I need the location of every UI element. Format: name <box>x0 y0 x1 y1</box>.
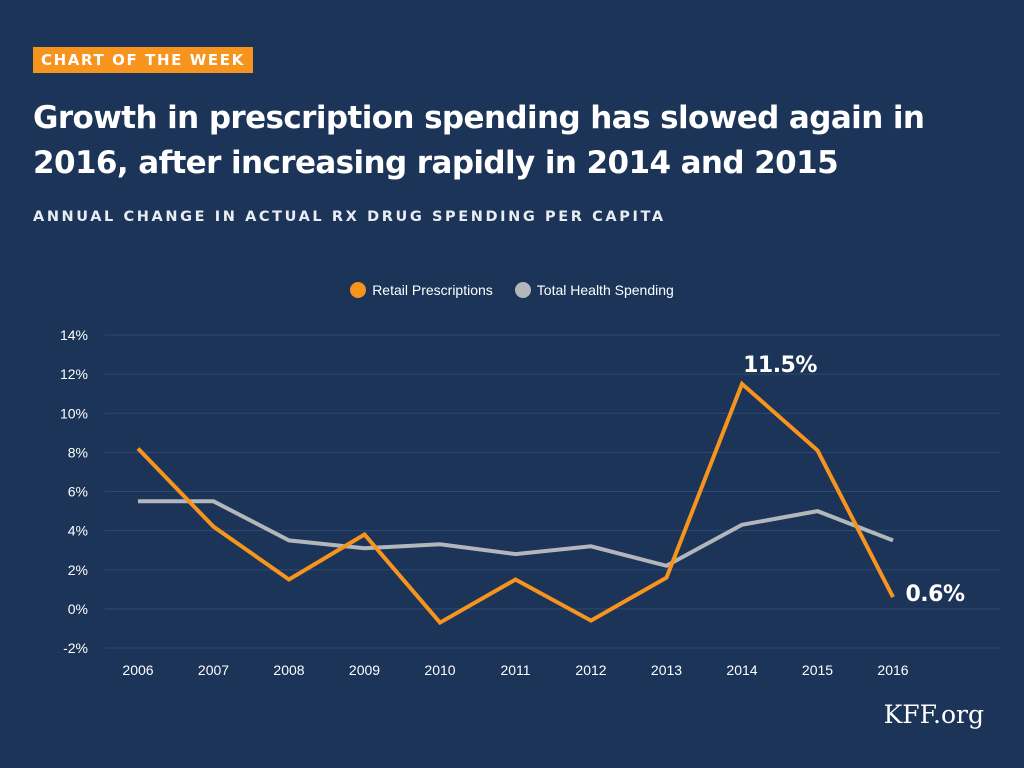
x-tick-label: 2014 <box>726 662 757 678</box>
x-tick-label: 2012 <box>575 662 606 678</box>
legend-label-total: Total Health Spending <box>536 282 674 298</box>
x-tick-label: 2016 <box>877 662 908 678</box>
y-tick-label: 0% <box>68 601 88 617</box>
y-tick-label: 4% <box>68 523 88 539</box>
series-line-retail-prescriptions <box>136 380 895 626</box>
chart-title: Growth in prescription spending has slow… <box>33 100 925 181</box>
chart-subtitle: ANNUAL CHANGE IN ACTUAL RX DRUG SPENDING… <box>33 209 666 225</box>
y-tick-label: 12% <box>60 366 88 382</box>
x-tick-label: 2011 <box>500 662 530 678</box>
x-tick-label: 2013 <box>651 662 682 678</box>
chart-legend: Retail Prescriptions Total Health Spendi… <box>0 282 1024 298</box>
legend-swatch-retail <box>350 282 367 298</box>
y-tick-label: 2% <box>68 562 88 578</box>
y-tick-label: -2% <box>63 640 88 656</box>
kff-logo-text: KFF.org <box>883 700 984 729</box>
x-tick-label: 2015 <box>802 662 833 678</box>
y-tick-label: 8% <box>68 444 88 460</box>
data-label: 0.6% <box>905 582 964 607</box>
x-tick-label: 2008 <box>273 662 304 678</box>
y-tick-label: 10% <box>60 405 88 421</box>
chart-of-the-week-badge: CHART OF THE WEEK <box>33 47 253 73</box>
legend-item-total: Total Health Spending <box>514 282 674 298</box>
data-label: 11.5% <box>743 353 817 378</box>
legend-item-retail: Retail Prescriptions <box>350 282 493 298</box>
legend-label-retail: Retail Prescriptions <box>372 282 493 298</box>
y-tick-label: 14% <box>60 327 88 343</box>
x-tick-label: 2006 <box>122 662 153 678</box>
x-tick-label: 2010 <box>424 662 455 678</box>
y-tick-label: 6% <box>68 484 88 500</box>
legend-swatch-total <box>514 282 531 298</box>
x-tick-label: 2009 <box>349 662 380 678</box>
x-tick-label: 2007 <box>198 662 229 678</box>
series-line-total-health-spending <box>138 499 894 568</box>
